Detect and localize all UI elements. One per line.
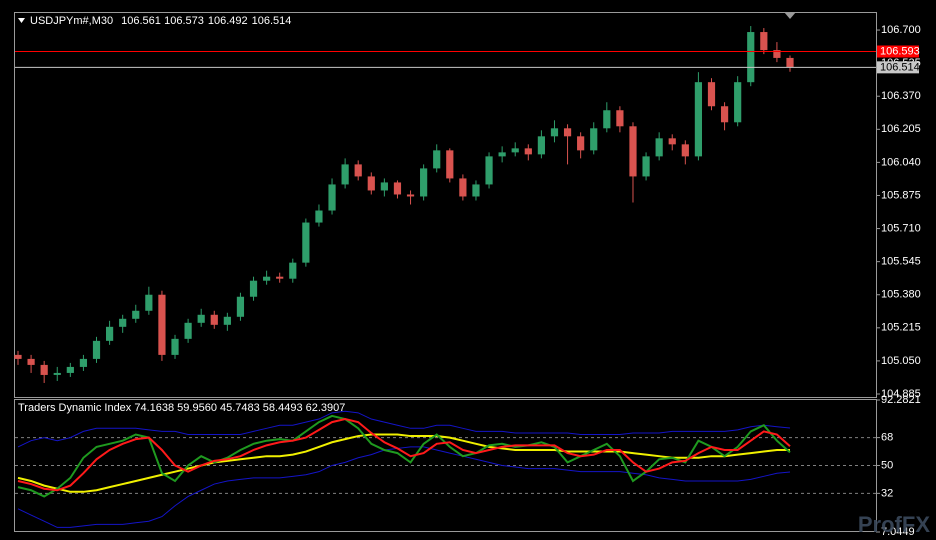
y-tick-label: 105.380	[881, 289, 921, 301]
candle-body	[302, 222, 310, 263]
candle-body	[263, 276, 271, 281]
candle-body	[747, 32, 755, 83]
symbol-name: USDJPYm#,M30	[30, 15, 113, 27]
symbol-header: USDJPYm#,M30 106.561 106.573 106.492 106.514	[30, 15, 291, 27]
candle-body	[380, 182, 388, 191]
candle-body	[40, 364, 48, 375]
candle-body	[393, 182, 402, 195]
candle-body	[249, 280, 258, 297]
candle-body	[616, 110, 624, 127]
candle-body	[459, 178, 467, 197]
y-tick-label: 105.710	[881, 222, 921, 234]
candle-body	[341, 164, 349, 185]
candle-body	[328, 184, 336, 211]
y-tick-label: 106.205	[881, 123, 921, 135]
candle-body	[629, 126, 637, 177]
candle-body	[105, 326, 114, 341]
y-tick-label: 104.885	[881, 388, 921, 400]
y-tick-label: 105.050	[881, 355, 921, 367]
candle-body	[472, 184, 480, 197]
candle-body	[433, 150, 441, 169]
candle-body	[498, 152, 506, 157]
candle-body	[210, 314, 218, 325]
indicator-title: Traders Dynamic Index 74.1638 59.9560 45…	[18, 402, 345, 414]
watermark: ProfFX	[858, 512, 930, 537]
indicator-line	[17, 417, 791, 492]
indicator-line	[17, 433, 791, 493]
ohlc-value: 106.514	[252, 15, 292, 27]
indicator-line	[17, 410, 791, 448]
candle-body	[446, 150, 454, 179]
y-tick-label: 106.700	[881, 24, 921, 36]
candle-body	[694, 82, 703, 157]
candle-body	[603, 110, 611, 129]
indicator-line	[17, 446, 791, 528]
candle-body	[145, 294, 153, 311]
candle-body	[786, 57, 794, 68]
main-panel-frame	[14, 12, 877, 398]
price-label-box	[877, 61, 919, 74]
candle-body	[354, 164, 362, 177]
ohlc-value: 106.492	[208, 15, 248, 27]
candle-body	[236, 296, 245, 317]
candle-body	[119, 318, 127, 327]
menu-triangle	[18, 18, 25, 23]
candle-body	[655, 138, 663, 157]
candle-body	[171, 338, 179, 355]
y-tick-label: 106.370	[881, 90, 921, 102]
y-tick-label: 7.0449	[881, 526, 915, 538]
shift-marker	[784, 12, 796, 19]
candle-body	[511, 148, 519, 153]
candle-body	[158, 294, 166, 355]
candle-body	[707, 82, 716, 107]
candle-body	[367, 176, 375, 191]
y-tick-label: 105.875	[881, 189, 921, 201]
y-tick-label: 105.215	[881, 322, 921, 334]
candle-body	[668, 138, 676, 145]
candle-body	[537, 136, 545, 155]
price-label-box	[877, 45, 919, 58]
candle-body	[590, 128, 598, 151]
candle-body	[27, 358, 35, 365]
candle-body	[406, 194, 415, 197]
candle-body	[92, 340, 101, 359]
candle-body	[14, 354, 22, 359]
candle-body	[79, 358, 88, 367]
candle-body	[276, 276, 284, 279]
candle-body	[53, 372, 61, 375]
candle-body	[197, 314, 205, 323]
candle-body	[485, 156, 493, 185]
y-tick-label: 50	[881, 459, 893, 471]
y-tick-label: 106.040	[881, 156, 921, 168]
ohlc-value: 106.561	[121, 15, 161, 27]
candle-body	[184, 322, 192, 339]
candle-body	[577, 136, 585, 151]
ohlc-value: 106.573	[164, 15, 204, 27]
candle-body	[773, 50, 781, 58]
candle-body	[289, 262, 297, 279]
candle-body	[760, 32, 768, 51]
y-tick-label: 68	[881, 432, 893, 444]
candle-body	[66, 366, 74, 373]
candle-body	[420, 168, 428, 197]
candle-body	[681, 144, 689, 157]
candle-body	[550, 128, 559, 137]
price-label: 106.514	[880, 61, 920, 73]
candle-body	[315, 210, 323, 223]
candle-body	[734, 82, 742, 123]
y-tick-label: 32	[881, 487, 893, 499]
price-label: 106.593	[880, 45, 920, 57]
candle-body	[132, 310, 140, 319]
candle-body	[563, 128, 572, 137]
y-tick-label: 105.545	[881, 256, 921, 268]
candle-body	[524, 148, 532, 155]
candle-body	[223, 316, 231, 325]
candle-body	[720, 106, 729, 123]
y-tick-label: 92.2821	[881, 394, 921, 406]
candle-body	[642, 156, 650, 177]
